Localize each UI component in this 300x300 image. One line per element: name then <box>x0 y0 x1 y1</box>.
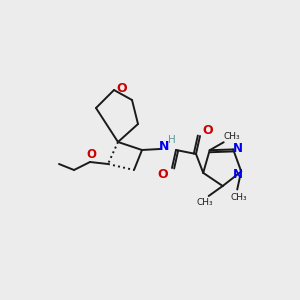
Text: CH₃: CH₃ <box>196 199 213 208</box>
Text: N: N <box>233 168 243 181</box>
Text: CH₃: CH₃ <box>224 132 240 141</box>
Text: CH₃: CH₃ <box>231 193 247 202</box>
Text: N: N <box>233 142 243 155</box>
Text: H: H <box>168 135 176 145</box>
Text: O: O <box>86 148 96 161</box>
Text: O: O <box>117 82 127 95</box>
Text: O: O <box>158 169 168 182</box>
Text: N: N <box>159 140 169 154</box>
Text: O: O <box>203 124 213 136</box>
